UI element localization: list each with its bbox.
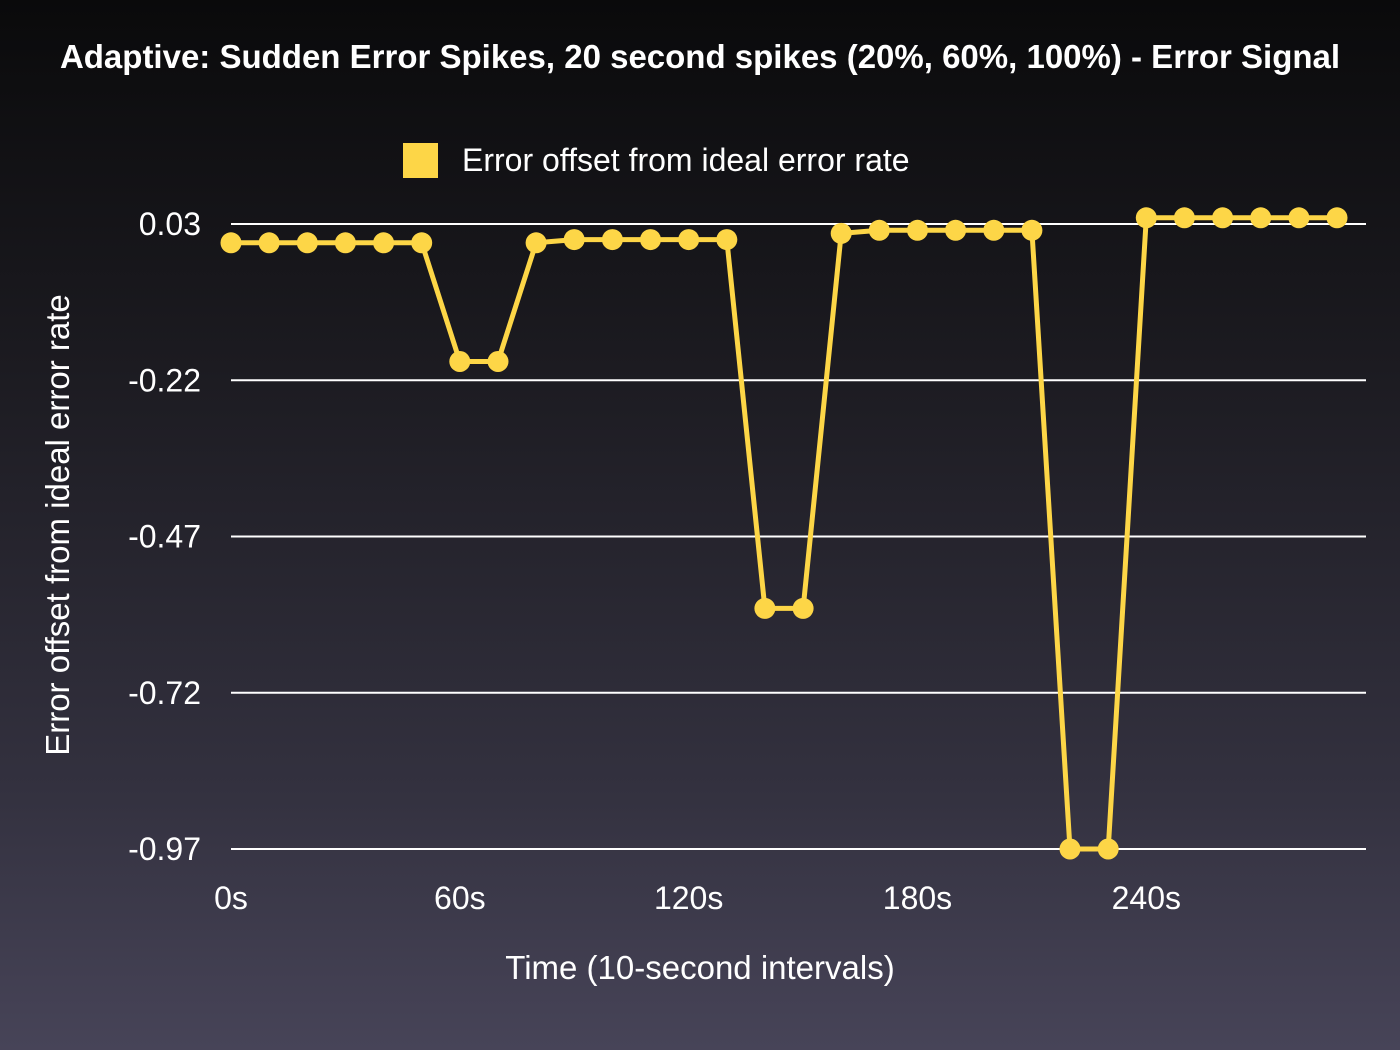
legend: Error offset from ideal error rate — [403, 142, 910, 178]
x-tick-label: 120s — [654, 880, 723, 916]
data-point — [792, 597, 814, 619]
legend-label: Error offset from ideal error rate — [462, 142, 910, 178]
data-point — [296, 232, 318, 254]
data-point — [1059, 838, 1081, 860]
data-point — [1097, 838, 1119, 860]
chart-title: Adaptive: Sudden Error Spikes, 20 second… — [60, 38, 1340, 75]
data-point — [525, 232, 547, 254]
data-point — [945, 219, 967, 241]
data-point — [601, 229, 623, 251]
data-point — [1326, 207, 1348, 229]
data-point — [487, 351, 509, 372]
x-tick-label: 180s — [883, 880, 952, 916]
data-point — [640, 229, 661, 251]
y-tick-label: -0.47 — [128, 519, 201, 555]
x-tick-label: 0s — [214, 880, 248, 916]
data-point — [907, 219, 928, 241]
data-point — [220, 232, 242, 254]
series-line — [231, 215, 1337, 852]
x-axis-label: Time (10-second intervals) — [505, 949, 894, 986]
data-point — [1212, 207, 1234, 229]
x-axis-ticks: 0s 60s 120s 180s 240s — [214, 880, 1181, 916]
y-axis-label: Error offset from ideal error rate — [39, 294, 76, 756]
legend-swatch — [403, 143, 438, 178]
data-point — [830, 222, 852, 244]
data-point — [563, 229, 585, 251]
data-point — [983, 219, 1005, 241]
data-point — [1135, 207, 1157, 229]
data-point — [411, 232, 433, 254]
x-tick-label: 60s — [434, 880, 486, 916]
data-point — [1173, 207, 1195, 229]
data-point — [334, 232, 356, 254]
data-point — [716, 229, 738, 251]
x-tick-label: 240s — [1112, 880, 1181, 916]
data-point — [868, 219, 890, 241]
gridlines — [231, 223, 1366, 850]
data-point — [1021, 219, 1043, 241]
data-point — [258, 232, 280, 254]
y-tick-label: -0.72 — [128, 675, 201, 711]
y-tick-label: -0.97 — [128, 831, 201, 867]
data-point — [373, 232, 395, 254]
data-point — [449, 351, 471, 372]
data-point — [1250, 207, 1272, 229]
data-point — [1288, 207, 1310, 229]
data-point — [754, 597, 776, 619]
y-tick-label: -0.22 — [128, 362, 201, 398]
y-tick-label: 0.03 — [139, 206, 201, 242]
series-error-offset — [220, 207, 1348, 860]
y-axis-ticks: 0.03 -0.22 -0.47 -0.72 -0.97 — [128, 206, 201, 867]
data-point — [678, 229, 700, 251]
